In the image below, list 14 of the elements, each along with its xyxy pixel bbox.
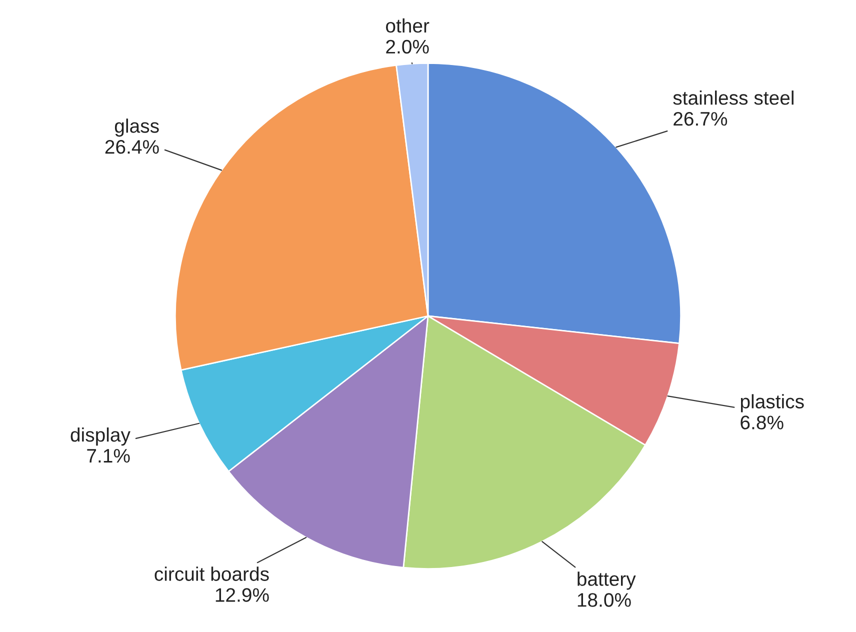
slice-label: circuit boards xyxy=(154,566,269,581)
data-label: 18.0% xyxy=(578,593,631,607)
slice-label: stainless steel xyxy=(673,90,794,105)
data-label: 2.0% xyxy=(386,40,429,54)
data-label: 6.8% xyxy=(740,416,784,430)
slice-label: display xyxy=(70,427,130,446)
slice-label: battery xyxy=(578,572,636,590)
slice-label: glass xyxy=(114,118,159,137)
slice-label: other xyxy=(386,18,430,33)
data-label: 26.7% xyxy=(674,112,728,126)
slice-label: plastics xyxy=(740,394,804,412)
data-label: 12.9% xyxy=(216,588,269,602)
data-label: 7.1% xyxy=(87,449,130,463)
data-label: 26.4% xyxy=(105,140,159,154)
